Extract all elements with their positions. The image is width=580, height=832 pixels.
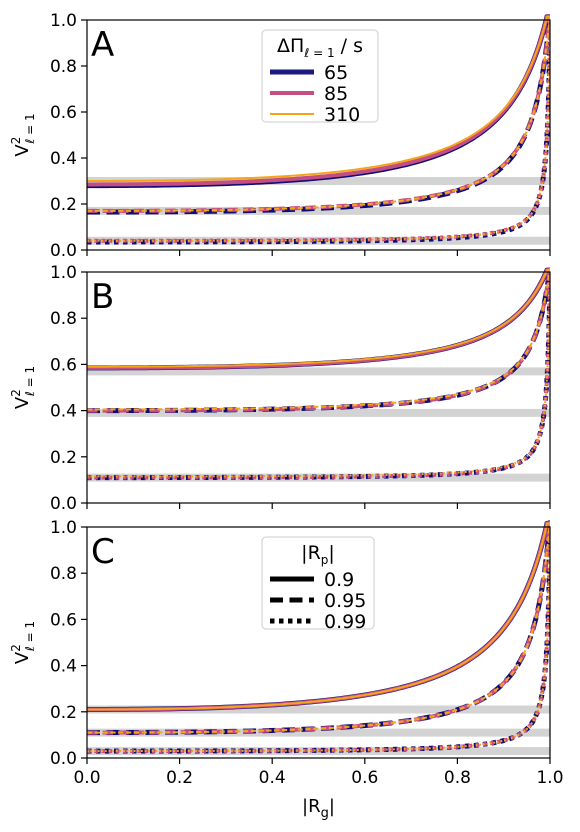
panel-letter: C <box>91 532 115 572</box>
x-tick-label: 0.6 <box>351 768 378 788</box>
y-axis-label-sup: 2 <box>9 644 23 652</box>
series-line-310-dotted <box>87 525 550 753</box>
y-tick-label: 1.0 <box>50 518 77 538</box>
panel-letter: B <box>91 277 114 317</box>
series-line-85-solid <box>87 268 550 370</box>
series-line-310-solid <box>87 522 550 711</box>
panel-frame <box>86 526 551 759</box>
x-axis-label: |Rg| <box>302 796 335 821</box>
y-tick-label: 0.6 <box>50 103 77 123</box>
y-axis-label: V2ℓ = 1 <box>9 621 37 664</box>
y-tick-label: 0.8 <box>50 57 77 77</box>
legend-title: |Rp| <box>301 542 335 567</box>
y-axis-label-main: V <box>12 396 33 409</box>
x-axis-label-suffix: | <box>329 796 335 817</box>
legend-label-0.95: 0.95 <box>324 590 366 612</box>
y-axis-label-sub: ℓ = 1 <box>23 113 37 144</box>
series-line-65-solid <box>87 267 550 371</box>
x-axis-label-main: |R <box>302 796 321 817</box>
legend-label-0.9: 0.9 <box>324 569 354 591</box>
legend-title-sub: ℓ = 1 <box>303 46 334 60</box>
y-tick-label: 1.0 <box>50 11 77 31</box>
series-line-65-dotted <box>87 525 550 754</box>
x-tick-label: 0.2 <box>166 768 193 788</box>
y-tick-label: 0.0 <box>50 494 77 514</box>
y-axis-label-main: V <box>12 144 33 157</box>
panel-b-plot-area <box>87 266 550 482</box>
panel-a-plot-area <box>87 13 550 245</box>
series-line-310-dashed <box>87 268 550 411</box>
x-tick-label: 1.0 <box>536 768 563 788</box>
series-line-310-dotted <box>87 270 550 478</box>
legend-title: ΔΠℓ = 1 / s <box>277 35 363 60</box>
legend-title-suffix: | <box>328 542 334 564</box>
y-axis-label: V2ℓ = 1 <box>9 366 37 409</box>
y-tick-label: 0.2 <box>50 195 77 215</box>
series-line-310-dotted <box>87 18 550 242</box>
y-tick-label: 0.2 <box>50 448 77 468</box>
legend-label-85: 85 <box>324 83 348 105</box>
series-line-310-dashed <box>87 521 550 734</box>
y-tick-label: 1.0 <box>50 263 77 283</box>
legend-label-0.99: 0.99 <box>324 611 366 633</box>
series-line-310-solid <box>87 15 550 182</box>
legend-title-main: ΔΠ <box>277 35 304 57</box>
legend-box <box>261 29 379 123</box>
y-tick-label: 0.4 <box>50 657 77 677</box>
y-tick-label: 0.8 <box>50 309 77 329</box>
legend-label-310: 310 <box>324 104 360 126</box>
y-axis-label-sup: 2 <box>9 389 23 397</box>
legend: |Rp|0.90.950.99 <box>261 536 375 633</box>
series-line-65-dotted <box>87 18 550 245</box>
y-axis-label-sub: ℓ = 1 <box>23 621 37 652</box>
y-axis-label: V2ℓ = 1 <box>9 113 37 156</box>
series-line-65-dotted <box>87 270 550 481</box>
y-axis-label-sup: 2 <box>9 137 23 145</box>
legend-title-sub: p <box>321 553 329 567</box>
series-line-85-dotted <box>87 270 550 480</box>
x-tick-label: 0.0 <box>73 768 100 788</box>
y-axis-label-main: V <box>12 651 33 664</box>
y-tick-label: 0.0 <box>50 749 77 769</box>
x-tick-label: 0.8 <box>444 768 471 788</box>
series-line-310-solid <box>87 269 550 368</box>
panel-c-plot-area <box>87 520 550 756</box>
y-tick-label: 0.0 <box>50 241 77 261</box>
y-tick-label: 0.4 <box>50 149 77 169</box>
y-tick-label: 0.6 <box>50 355 77 375</box>
panel-letter: A <box>91 25 114 65</box>
legend-label-65: 65 <box>324 62 348 84</box>
y-axis-label-sub: ℓ = 1 <box>23 366 37 397</box>
x-tick-label: 0.4 <box>259 768 286 788</box>
y-tick-label: 0.8 <box>50 564 77 584</box>
panel-frame <box>86 19 551 251</box>
series-line-310-dashed <box>87 15 550 212</box>
legend-title-suffix: / s <box>335 35 363 57</box>
panel-frame <box>86 271 551 504</box>
legend-box <box>261 536 375 630</box>
y-tick-label: 0.2 <box>50 703 77 723</box>
legend-title-main: |R <box>301 542 321 564</box>
y-tick-label: 0.4 <box>50 402 77 422</box>
y-tick-label: 0.6 <box>50 610 77 630</box>
x-axis-label-sub: g <box>321 806 329 821</box>
